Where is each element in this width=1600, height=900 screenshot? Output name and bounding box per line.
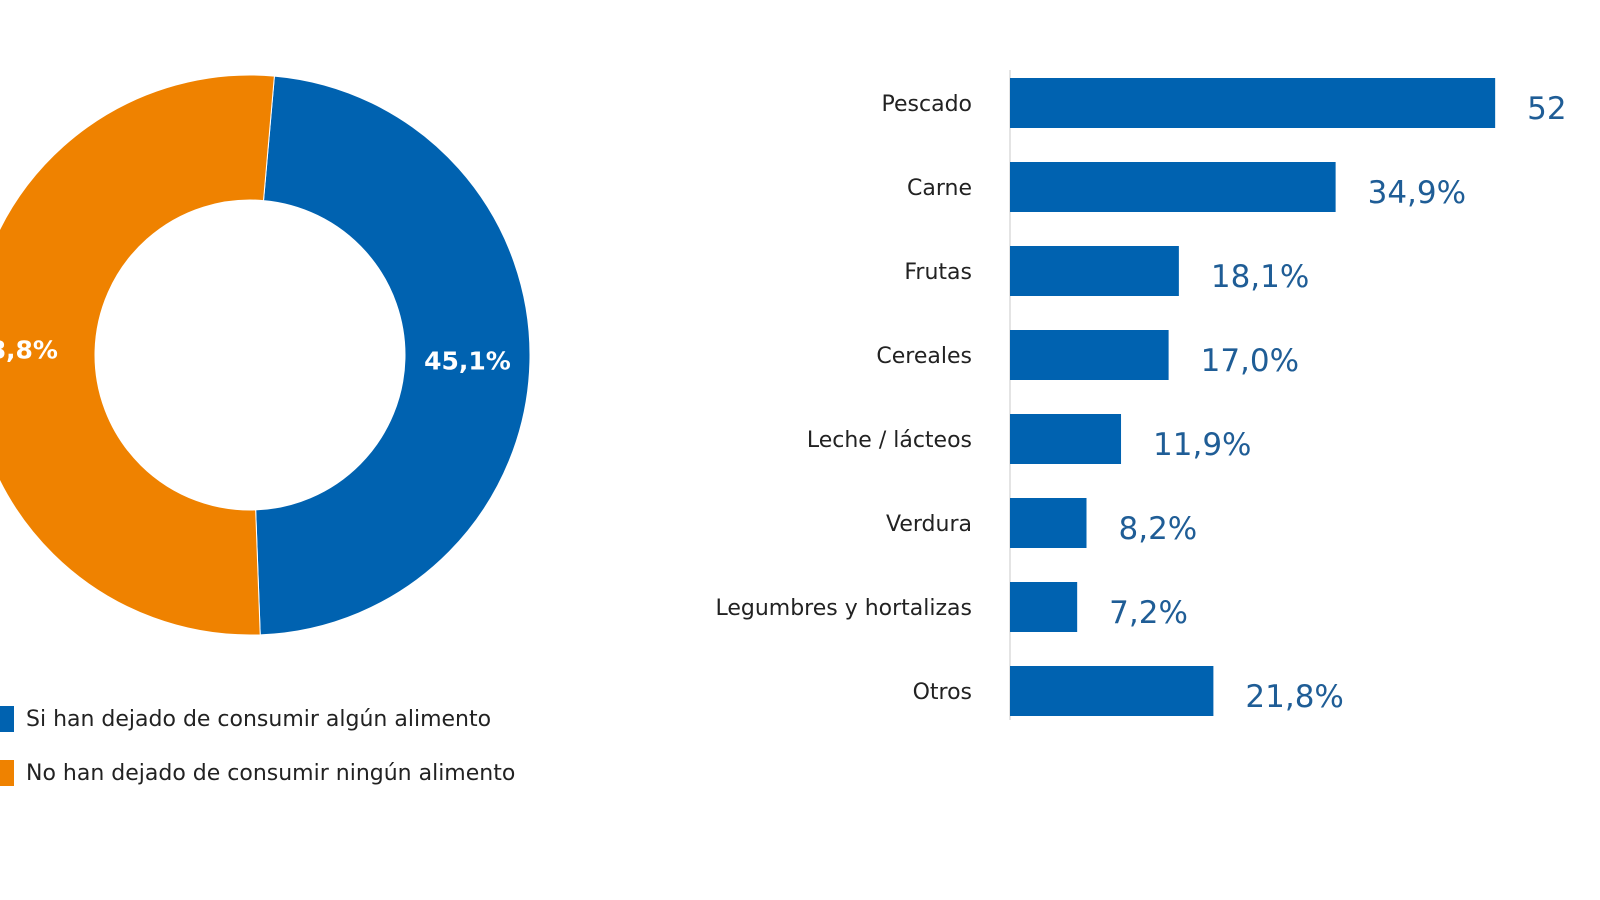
bar [1010, 498, 1087, 548]
donut-slice-label: 48,8% [0, 335, 58, 364]
bar-value-label: 34,9% [1368, 175, 1466, 211]
bar-value-label: 18,1% [1211, 259, 1309, 295]
category-label: Frutas [904, 260, 972, 285]
bar-chart: Pescado 52 Carne 34,9% Frutas 18,1% Cereales 17… [715, 70, 1567, 720]
legend-item-not-consumed: No han dejado de consumir ningún aliment… [0, 759, 515, 787]
bar [1010, 162, 1336, 212]
bar [1010, 330, 1169, 380]
category-label: Pescado [882, 92, 972, 117]
category-label: Verdura [886, 512, 972, 537]
bar [1010, 582, 1078, 632]
legend-label: Si han dejado de consumir algún alimento [26, 706, 492, 732]
category-label: Legumbres y hortalizas [715, 596, 972, 621]
bar [1010, 666, 1214, 716]
donut-legend: Si han dejado de consumir algún alimento… [0, 705, 515, 813]
bar-value-label: 17,0% [1201, 343, 1299, 379]
category-label: Carne [907, 176, 972, 201]
donut-chart: 45,1% 48,8% [0, 74, 531, 636]
legend-item-consumed: Si han dejado de consumir algún alimento [0, 705, 515, 733]
bar [1010, 414, 1122, 464]
bar [1010, 246, 1179, 296]
bar-value-label: 11,9% [1153, 427, 1251, 463]
donut-slice [255, 75, 531, 636]
bar-value-label: 52 [1527, 91, 1566, 127]
bar [1010, 78, 1496, 128]
legend-swatch-orange [0, 760, 14, 786]
category-label: Cereales [876, 344, 972, 369]
donut-slice-label: 45,1% [424, 347, 511, 376]
category-label: Otros [913, 680, 972, 705]
legend-swatch-blue [0, 706, 14, 732]
donut-slice [0, 74, 275, 636]
category-label: Leche / lácteos [807, 428, 972, 453]
legend-label: No han dejado de consumir ningún aliment… [26, 760, 516, 786]
bar-value-label: 21,8% [1245, 679, 1343, 715]
bar-value-label: 8,2% [1119, 511, 1198, 547]
bar-value-label: 7,2% [1109, 595, 1188, 631]
